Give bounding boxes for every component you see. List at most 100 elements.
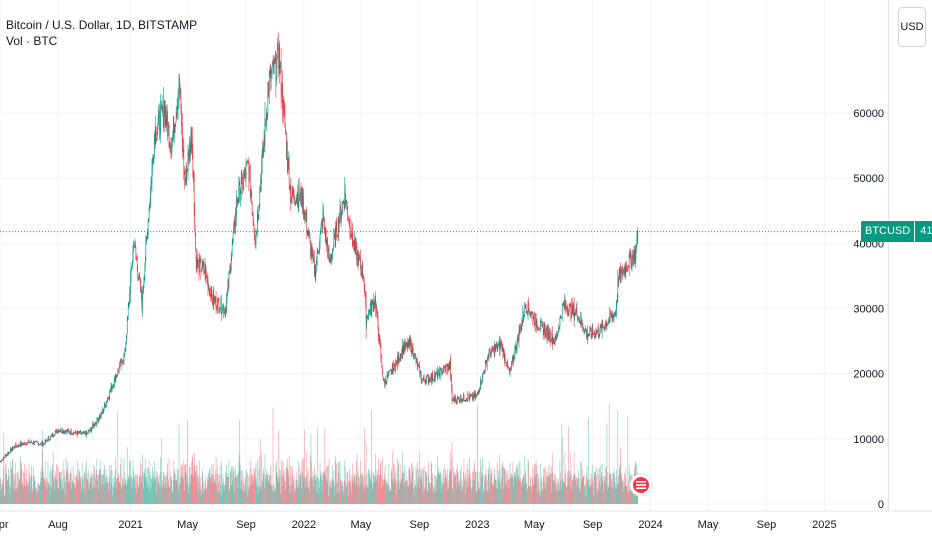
candle-body bbox=[309, 234, 310, 237]
candle-body bbox=[223, 306, 224, 314]
candle-body bbox=[602, 325, 604, 328]
volume-bar bbox=[423, 468, 424, 504]
volume-bar bbox=[128, 477, 130, 504]
candle-body bbox=[263, 146, 264, 155]
candle-body bbox=[542, 323, 544, 327]
candle-body bbox=[113, 384, 115, 387]
volume-bar bbox=[369, 474, 370, 504]
candle-body bbox=[373, 300, 375, 306]
candle-body bbox=[527, 313, 528, 315]
candle-body bbox=[453, 397, 454, 401]
candle-body bbox=[143, 280, 145, 288]
volume-bar bbox=[597, 492, 598, 504]
volume-bar bbox=[456, 464, 458, 504]
candle-body bbox=[250, 190, 252, 194]
time-axis[interactable]: AprAug2021MaySep2022MaySep2023MaySep2024… bbox=[0, 510, 932, 531]
candle-body bbox=[502, 346, 504, 357]
candle-body bbox=[601, 325, 602, 333]
volume-bar bbox=[96, 470, 97, 504]
candle-body bbox=[433, 379, 435, 381]
candle-body bbox=[75, 430, 76, 433]
candle-body bbox=[96, 422, 97, 425]
candle-body bbox=[573, 305, 574, 313]
candle-body bbox=[283, 99, 285, 107]
volume-bar bbox=[158, 483, 160, 504]
candle-body bbox=[540, 321, 541, 329]
volume-bar bbox=[622, 478, 624, 504]
candle-body bbox=[537, 326, 538, 329]
candle-body bbox=[84, 432, 86, 434]
candle-body bbox=[324, 217, 325, 229]
volume-bar bbox=[437, 472, 439, 504]
volume-bar bbox=[230, 466, 232, 504]
candle-body bbox=[422, 379, 424, 381]
volume-bar bbox=[151, 478, 152, 504]
volume-bar bbox=[487, 491, 489, 504]
candle-body bbox=[127, 308, 129, 317]
volume-bar bbox=[87, 473, 89, 504]
volume-bar bbox=[169, 486, 171, 504]
candle-body bbox=[103, 410, 104, 413]
volume-bar bbox=[22, 485, 24, 504]
volume-bar bbox=[427, 462, 429, 504]
volume-bar bbox=[488, 461, 490, 504]
candle-body bbox=[172, 137, 173, 143]
volume-bar bbox=[628, 464, 630, 504]
candle-body bbox=[590, 327, 592, 330]
volume-bar bbox=[370, 478, 371, 504]
candle-body bbox=[50, 436, 51, 440]
candle-body bbox=[199, 257, 200, 273]
volume-bar bbox=[136, 480, 138, 504]
volume-bar bbox=[347, 481, 349, 504]
volume-bar bbox=[115, 478, 117, 504]
volume-bar bbox=[628, 494, 630, 504]
candle-body bbox=[552, 337, 554, 343]
candle-body bbox=[591, 327, 593, 338]
volume-bar bbox=[439, 472, 441, 504]
volume-bar bbox=[518, 462, 520, 504]
volume-bar bbox=[363, 485, 365, 504]
candle-body bbox=[88, 430, 90, 432]
candle-body bbox=[99, 416, 101, 419]
volume-bar bbox=[60, 470, 62, 504]
currency-button[interactable]: USD bbox=[898, 7, 926, 47]
candle-body bbox=[312, 253, 314, 257]
volume-bars bbox=[0, 404, 639, 504]
candle-body bbox=[568, 314, 569, 316]
candle-body bbox=[192, 135, 193, 153]
candle-body bbox=[572, 304, 573, 313]
volume-bar bbox=[142, 474, 144, 504]
candle-body bbox=[521, 320, 523, 327]
volume-bar bbox=[443, 483, 445, 504]
volume-bar bbox=[360, 460, 361, 504]
volume-bar bbox=[278, 477, 280, 504]
volume-bar bbox=[30, 476, 32, 504]
candle-body bbox=[580, 316, 582, 324]
candle-body bbox=[474, 393, 476, 398]
candle-body bbox=[201, 269, 203, 271]
volume-bar bbox=[31, 491, 33, 504]
flag-icon[interactable] bbox=[629, 473, 653, 497]
volume-bar bbox=[569, 485, 571, 504]
candle-body bbox=[547, 329, 549, 340]
candle-body bbox=[235, 212, 236, 227]
candle-body bbox=[325, 230, 327, 244]
candle-body bbox=[335, 228, 337, 246]
candle-body bbox=[87, 432, 88, 435]
volume-bar bbox=[37, 483, 38, 504]
volume-bar bbox=[546, 475, 547, 504]
volume-bar bbox=[288, 471, 290, 504]
volume-bar bbox=[416, 488, 418, 504]
volume-bar bbox=[22, 471, 24, 504]
x-tick-label: May bbox=[351, 519, 372, 531]
candle-body bbox=[151, 168, 153, 184]
volume-bar bbox=[227, 476, 228, 504]
candle-body bbox=[493, 348, 494, 351]
candle-body bbox=[447, 364, 449, 371]
candle-body bbox=[449, 361, 451, 368]
candle-body bbox=[155, 127, 157, 145]
volume-bar bbox=[517, 475, 519, 504]
candle-body bbox=[371, 300, 373, 305]
